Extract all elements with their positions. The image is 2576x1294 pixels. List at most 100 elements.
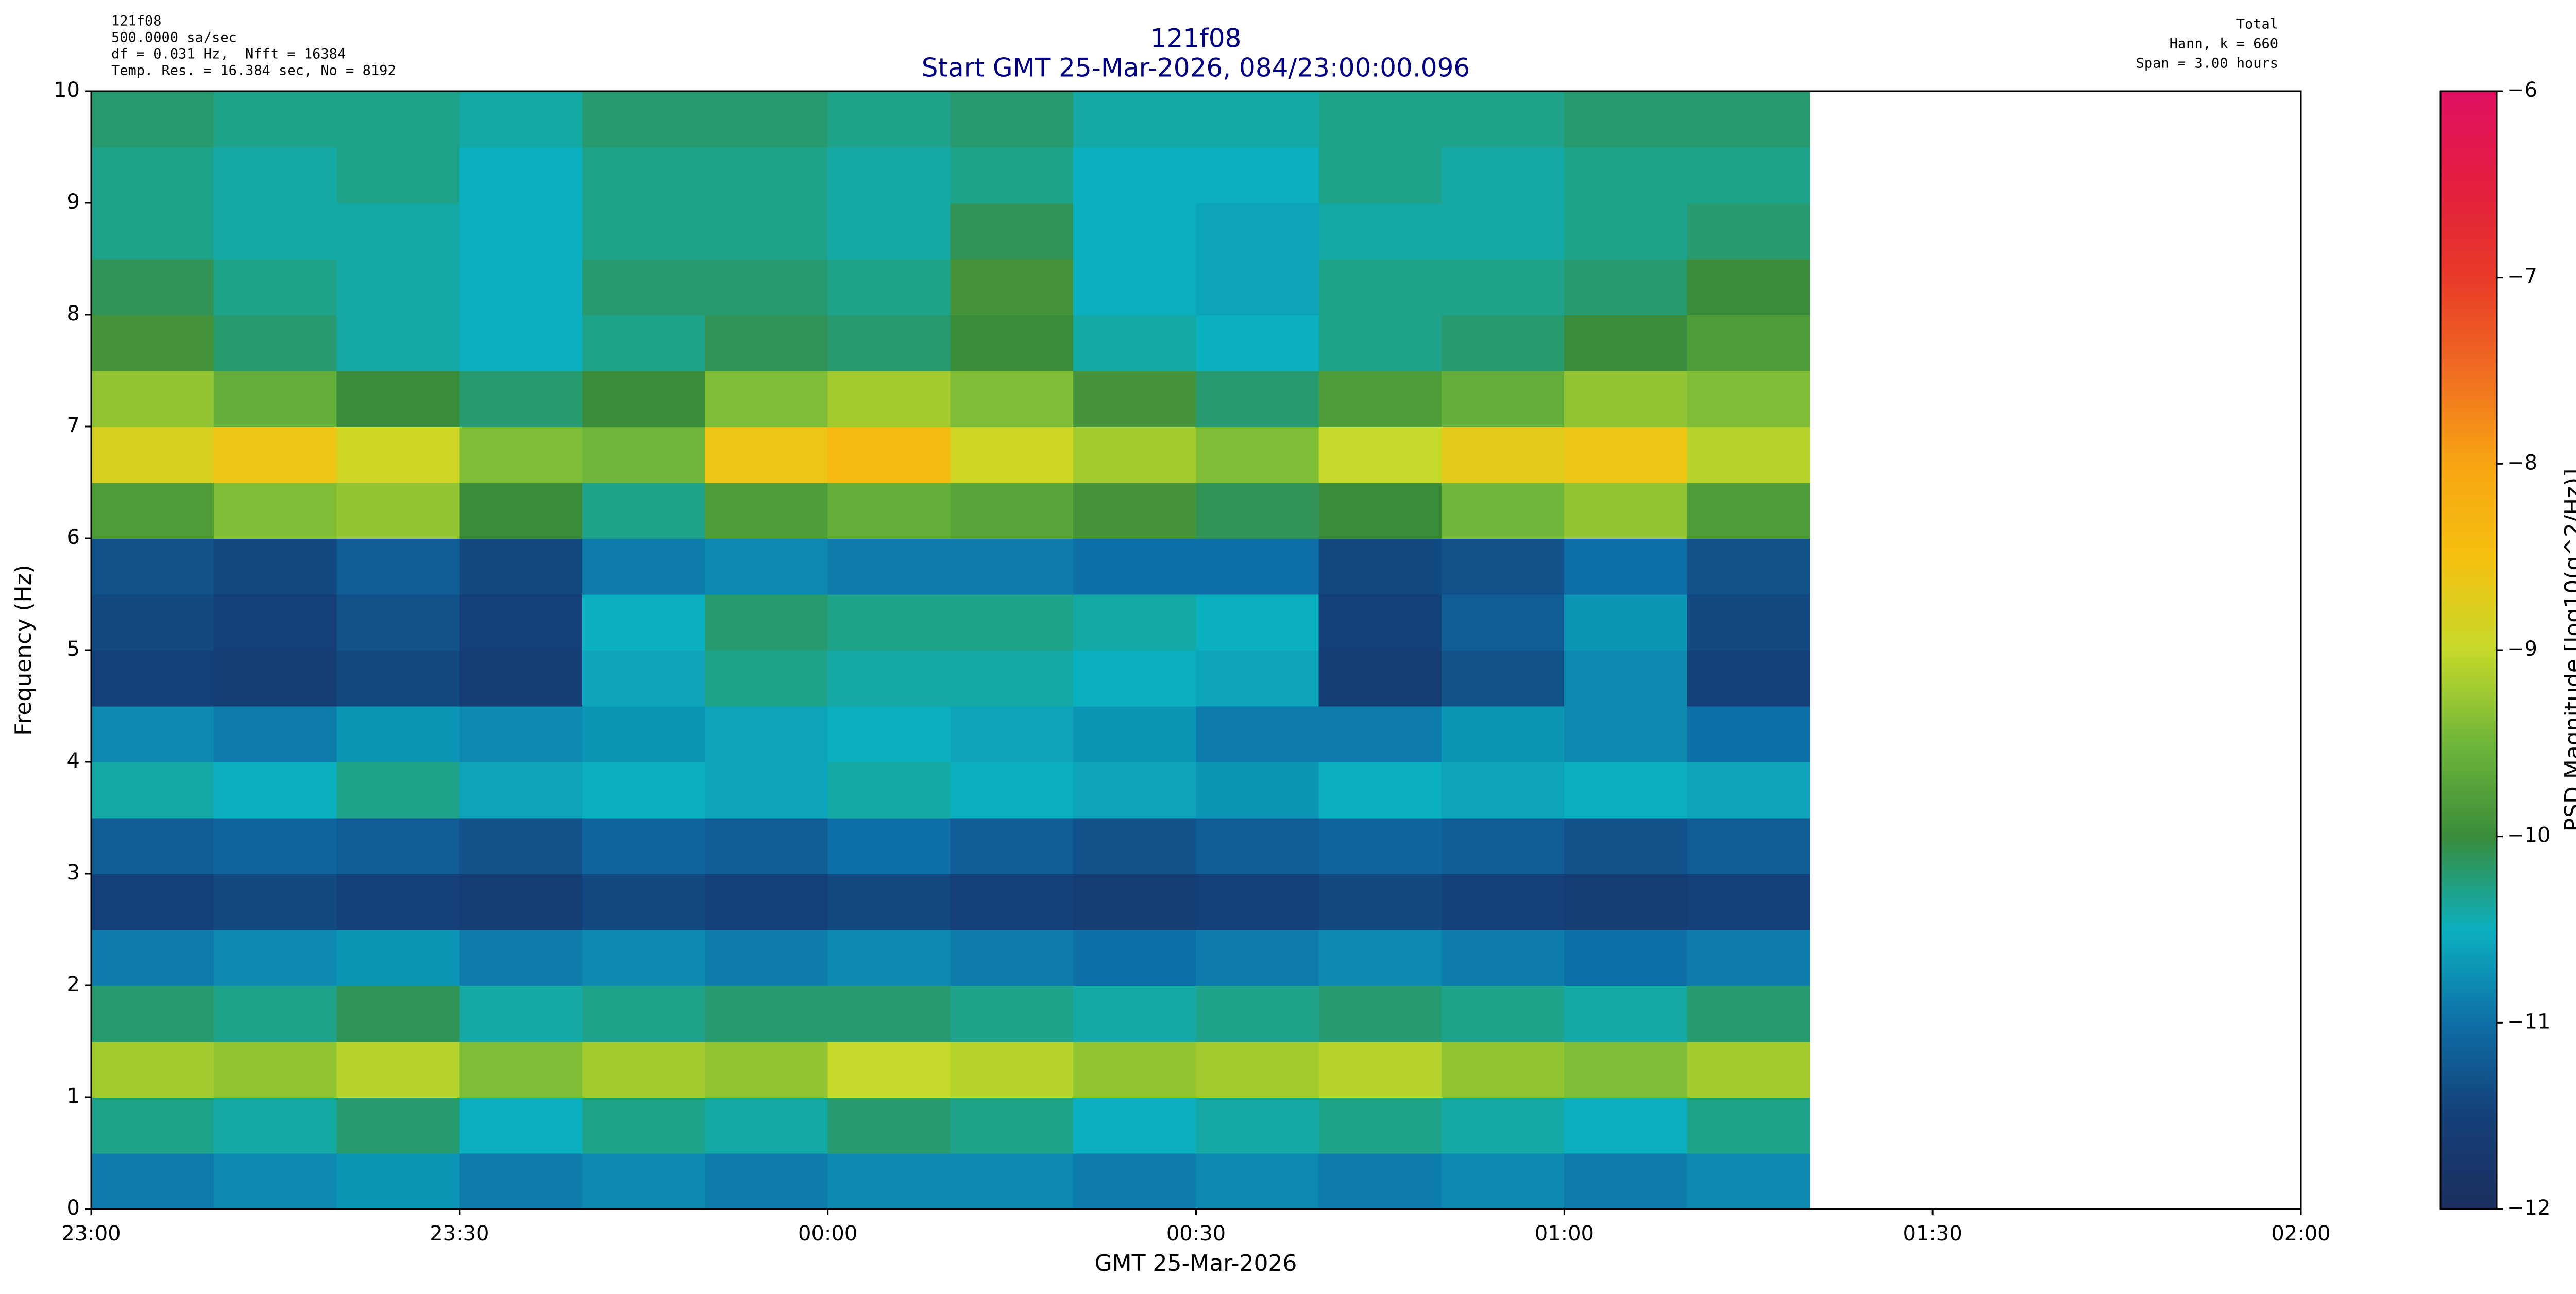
heatmap-cell [214,1153,337,1210]
heatmap-cell [214,1097,337,1154]
heatmap-cell [214,761,337,819]
heatmap-cell [91,650,215,707]
heatmap-cell [1564,202,1688,260]
heatmap-cell [459,1041,583,1098]
heatmap-cell [1073,314,1197,371]
heatmap-cell [336,706,460,762]
colorbar-tick-label: −8 [2507,451,2537,474]
heatmap-cell [827,1153,951,1210]
heatmap-cell [1318,482,1442,539]
heatmap-cell [1318,147,1442,203]
heatmap-cell [950,1041,1074,1098]
heatmap-cell [336,818,460,874]
heatmap-cell [582,538,706,595]
heatmap-cell [1073,873,1197,930]
heatmap-cell [459,706,583,762]
heatmap-cell [1441,1153,1565,1210]
heatmap-cell [1564,426,1688,483]
heatmap-cell [705,873,828,930]
x-axis-label: GMT 25-Mar-2026 [1095,1250,1297,1276]
heatmap-cell [582,426,706,483]
y-tick-label: 1 [67,1084,80,1108]
heatmap-cell [827,650,951,707]
heatmap-cell [1441,370,1565,427]
heatmap-cell [1196,482,1319,539]
heatmap-cell [705,650,828,707]
heatmap-cell [582,482,706,539]
x-tick-label: 23:00 [61,1222,121,1246]
heatmap-cell [91,147,215,203]
heatmap-cell [91,202,215,260]
heatmap-cell [459,147,583,203]
info-text: 121f08 [111,13,162,29]
heatmap-cell [827,259,951,315]
heatmap-cell [1564,761,1688,819]
heatmap-cell [1687,259,1810,315]
heatmap-cell [1073,929,1197,986]
heatmap-cell [1073,202,1197,260]
y-tick-label: 7 [67,414,80,437]
heatmap-cell [582,91,706,148]
heatmap-cell [582,202,706,260]
heatmap-cell [459,370,583,427]
heatmap-cell [459,594,583,651]
heatmap-cell [582,985,706,1042]
heatmap-cell [214,818,337,874]
x-tick-label: 00:00 [798,1222,857,1246]
heatmap-cell [459,314,583,371]
heatmap-cell [1441,91,1565,148]
heatmap-cell [214,147,337,203]
heatmap-cell [705,761,828,819]
heatmap-cell [214,259,337,315]
colorbar-tick-label: −7 [2507,265,2537,288]
heatmap-cell [1441,594,1565,651]
heatmap-cell [336,538,460,595]
heatmap-cell [1687,818,1810,874]
colorbar [2439,90,2498,1210]
heatmap-cell [950,314,1074,371]
heatmap-cell [950,594,1074,651]
colorbar-tick-label: −9 [2507,637,2537,661]
heatmap-cell [214,426,337,483]
heatmap-cell [1073,1041,1197,1098]
heatmap-cell [1318,202,1442,260]
heatmap-cell [1687,370,1810,427]
heatmap-cell [950,761,1074,819]
heatmap-cell [827,147,951,203]
heatmap-cell [214,594,337,651]
heatmap-cell [91,818,215,874]
heatmap-cell [459,538,583,595]
heatmap-cell [336,985,460,1042]
heatmap-cell [214,202,337,260]
heatmap-cell [1687,482,1810,539]
heatmap-cell [214,1041,337,1098]
heatmap-cell [1564,1097,1688,1154]
heatmap-cell [91,873,215,930]
y-axis-label: Frequency (Hz) [10,565,37,736]
heatmap-cell [705,314,828,371]
heatmap-cell [582,929,706,986]
heatmap-cell [1441,650,1565,707]
heatmap-cell [459,426,583,483]
heatmap-cell [827,985,951,1042]
heatmap-cell [1073,985,1197,1042]
heatmap-cell [1441,1041,1565,1098]
heatmap-cell [336,147,460,203]
heatmap-cell [1073,650,1197,707]
heatmap-cell [827,426,951,483]
heatmap-cell [1196,370,1319,427]
heatmap-cell [336,650,460,707]
heatmap-cell [336,1041,460,1098]
heatmap-cell [1196,147,1319,203]
heatmap-cell [1441,706,1565,762]
heatmap-cell [336,929,460,986]
heatmap-cell [950,706,1074,762]
heatmap-cell [705,147,828,203]
heatmap-cell [1196,1097,1319,1154]
heatmap-cell [950,929,1074,986]
heatmap-cell [459,929,583,986]
heatmap-cell [950,482,1074,539]
heatmap-cell [1564,91,1688,148]
heatmap-cell [827,538,951,595]
